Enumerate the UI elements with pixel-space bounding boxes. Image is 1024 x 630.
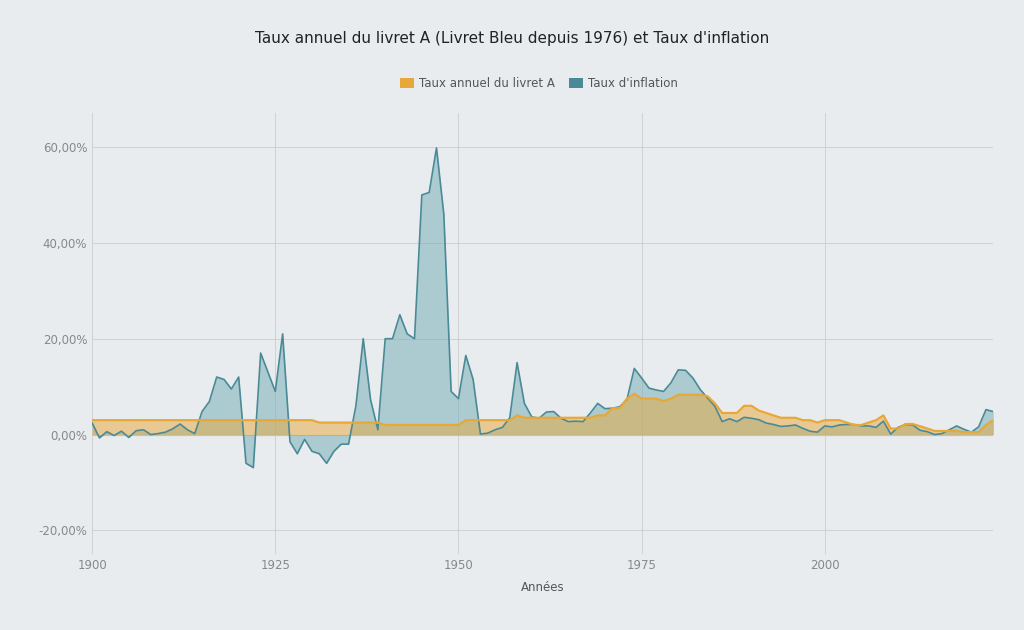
Text: Taux annuel du livret A (Livret Bleu depuis 1976) et Taux d'inflation: Taux annuel du livret A (Livret Bleu dep… [255, 32, 769, 47]
Legend: Taux annuel du livret A, Taux d'inflation: Taux annuel du livret A, Taux d'inflatio… [395, 72, 682, 94]
X-axis label: Années: Années [521, 581, 564, 593]
